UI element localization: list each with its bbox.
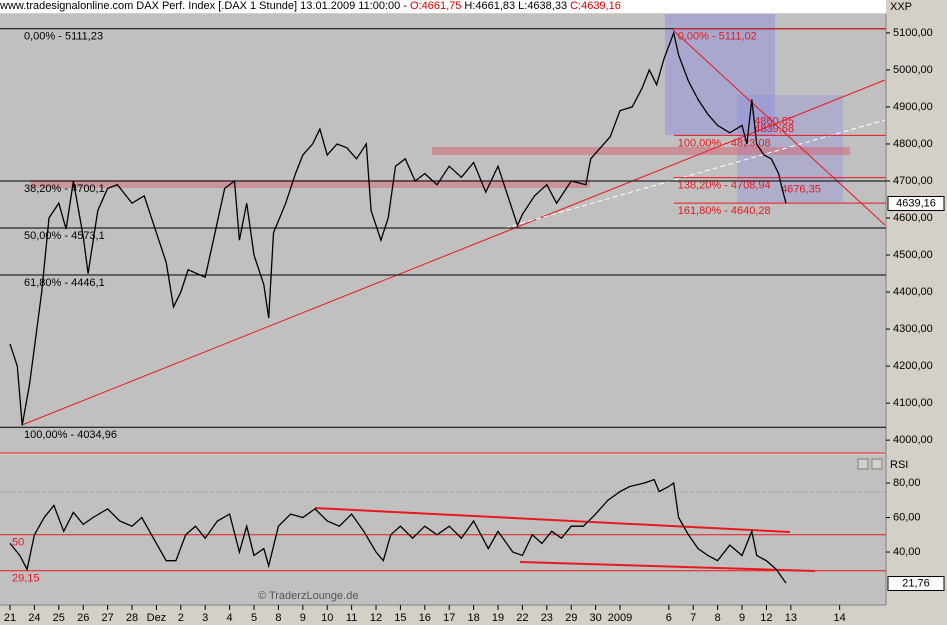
x-tick-label: 24 — [28, 612, 40, 624]
y-tick-label: 80,00 — [893, 477, 921, 489]
y-tick-label: 4700,00 — [893, 175, 933, 187]
quote: H:4661,83 — [464, 0, 516, 12]
y-tick-label: 5100,00 — [893, 27, 933, 39]
x-tick-label: 12 — [760, 612, 772, 624]
x-tick-label: 17 — [443, 612, 455, 624]
x-tick-label: 23 — [541, 612, 553, 624]
y-tick-label: 4000,00 — [893, 434, 933, 446]
x-tick-label: 10 — [321, 612, 333, 624]
last-value-label: 4639,16 — [896, 197, 936, 209]
y-tick-label: 4900,00 — [893, 101, 933, 113]
x-tick-label: 8 — [275, 612, 281, 624]
x-tick-label: 27 — [101, 612, 113, 624]
y-tick-label: 60,00 — [893, 511, 921, 523]
rsi-trend-line — [519, 561, 816, 572]
quote: C:4639,16 — [570, 0, 621, 12]
x-tick-label: 14 — [834, 612, 846, 624]
level-label: 0,00% - 5111,23 — [24, 31, 103, 43]
y-tick-label: 4300,00 — [893, 323, 933, 335]
x-tick-label: 4 — [227, 612, 233, 624]
level-label: 138,20% - 4708,94 — [678, 180, 771, 192]
annotation: 4676,35 — [781, 184, 821, 196]
x-tick-label: 15 — [394, 612, 406, 624]
x-tick-label: 8 — [715, 612, 721, 624]
x-tick-label: 6 — [666, 612, 672, 624]
x-tick-label: 9 — [300, 612, 306, 624]
trend-line — [21, 79, 886, 426]
y-tick-label: 40,00 — [893, 546, 921, 558]
y-tick-label: 4800,00 — [893, 138, 933, 150]
x-tick-label: 5 — [251, 612, 257, 624]
annotation: 4860,85 — [754, 115, 794, 127]
x-tick-label: 13 — [785, 612, 797, 624]
x-tick-label: 2009 — [608, 612, 632, 624]
x-tick-label: 7 — [690, 612, 696, 624]
x-tick-label: 18 — [467, 612, 479, 624]
source: www.tradesignalonline.com — [0, 0, 134, 12]
x-tick-label: 3 — [202, 612, 208, 624]
zone-band — [432, 147, 850, 155]
trend-line — [504, 119, 886, 229]
x-tick-label: 9 — [739, 612, 745, 624]
last-value-badge — [887, 576, 945, 592]
level-label: 50 — [12, 537, 24, 549]
level-label: 50,00% - 4573,1 — [24, 230, 105, 242]
y-tick-label: 4500,00 — [893, 249, 933, 261]
x-tick-label: 11 — [346, 612, 357, 624]
price-line — [9, 30, 787, 426]
x-tick-label: 12 — [370, 612, 382, 624]
y-tick-label: 4200,00 — [893, 360, 933, 372]
x-tick-label: 26 — [77, 612, 89, 624]
axis-title: RSI — [890, 459, 908, 471]
x-tick-label: Dez — [147, 612, 167, 624]
last-value-badge — [887, 196, 945, 212]
window-button[interactable] — [871, 458, 883, 470]
axis-title: XXP — [890, 1, 912, 13]
rsi-trend-line — [314, 507, 791, 533]
x-tick-label: 25 — [53, 612, 65, 624]
level-label: 161,80% - 4640,28 — [678, 205, 771, 217]
y-tick-label: 4600,00 — [893, 212, 933, 224]
window-button[interactable] — [857, 458, 869, 470]
x-tick-label: 16 — [419, 612, 431, 624]
x-tick-label: 29 — [565, 612, 577, 624]
quote: L:4638,33 — [518, 0, 568, 12]
level-label: 0,00% - 5111,02 — [678, 31, 757, 43]
x-tick-label: 19 — [492, 612, 504, 624]
x-tick-label: 21 — [4, 612, 16, 624]
level-label: 100,00% - 4034,96 — [24, 429, 117, 441]
level-label: 61,80% - 4446,1 — [24, 277, 105, 289]
range-box — [665, 14, 775, 135]
x-tick-label: 22 — [516, 612, 528, 624]
quote: O:4661,75 — [410, 0, 462, 12]
level-label: 38,20% - 4700,1 — [24, 183, 105, 195]
header: www.tradesignalonline.com DAX Perf. Index… — [0, 0, 886, 13]
annotation: 4839,68 — [754, 123, 794, 135]
y-tick-label: 5000,00 — [893, 64, 933, 76]
x-tick-label: 28 — [126, 612, 138, 624]
price-line — [9, 478, 787, 584]
trend-line — [672, 29, 886, 226]
watermark: © TraderzLounge.de — [258, 590, 358, 602]
price-panel — [0, 14, 886, 452]
chart-title: DAX Perf. Index [.DAX 1 Stunde] 13.01.20… — [136, 0, 407, 12]
x-tick-label: 30 — [590, 612, 602, 624]
y-tick-label: 4400,00 — [893, 286, 933, 298]
level-label: 29,15 — [12, 573, 40, 585]
last-value-label: 21,76 — [902, 577, 930, 589]
x-tick-label: 2 — [178, 612, 184, 624]
zone-band — [30, 180, 590, 188]
y-tick-label: 4100,00 — [893, 397, 933, 409]
